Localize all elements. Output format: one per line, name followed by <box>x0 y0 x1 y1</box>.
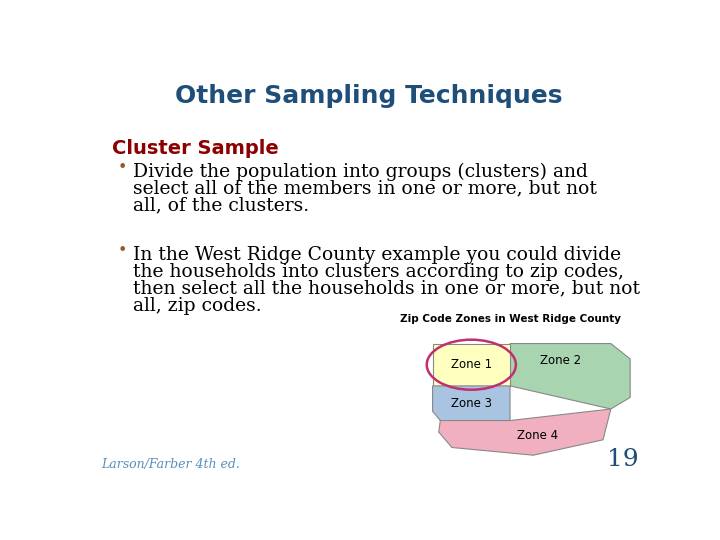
Text: Zone 3: Zone 3 <box>451 397 492 410</box>
Text: all, of the clusters.: all, of the clusters. <box>133 197 310 214</box>
Text: Cluster Sample: Cluster Sample <box>112 139 279 159</box>
Text: •: • <box>118 244 127 259</box>
Polygon shape <box>510 343 630 409</box>
Text: Zip Code Zones in West Ridge County: Zip Code Zones in West Ridge County <box>400 314 621 325</box>
Text: Larson/Farber 4th ed.: Larson/Farber 4th ed. <box>102 458 240 471</box>
Text: 19: 19 <box>607 448 639 471</box>
Polygon shape <box>433 386 510 421</box>
Text: the households into clusters according to zip codes,: the households into clusters according t… <box>133 262 624 281</box>
Text: Zone 1: Zone 1 <box>451 358 492 371</box>
Polygon shape <box>438 409 611 455</box>
Text: select all of the members in one or more, but not: select all of the members in one or more… <box>133 179 598 198</box>
Text: In the West Ridge County example you could divide: In the West Ridge County example you cou… <box>133 246 621 264</box>
Text: Zone 2: Zone 2 <box>540 354 581 367</box>
Text: all, zip codes.: all, zip codes. <box>133 296 262 315</box>
Polygon shape <box>433 343 510 386</box>
Text: Divide the population into groups (clusters) and: Divide the population into groups (clust… <box>133 163 588 181</box>
Text: •: • <box>118 160 127 176</box>
Text: Zone 4: Zone 4 <box>517 429 558 442</box>
Text: then select all the households in one or more, but not: then select all the households in one or… <box>133 280 640 298</box>
Text: Other Sampling Techniques: Other Sampling Techniques <box>175 84 563 108</box>
